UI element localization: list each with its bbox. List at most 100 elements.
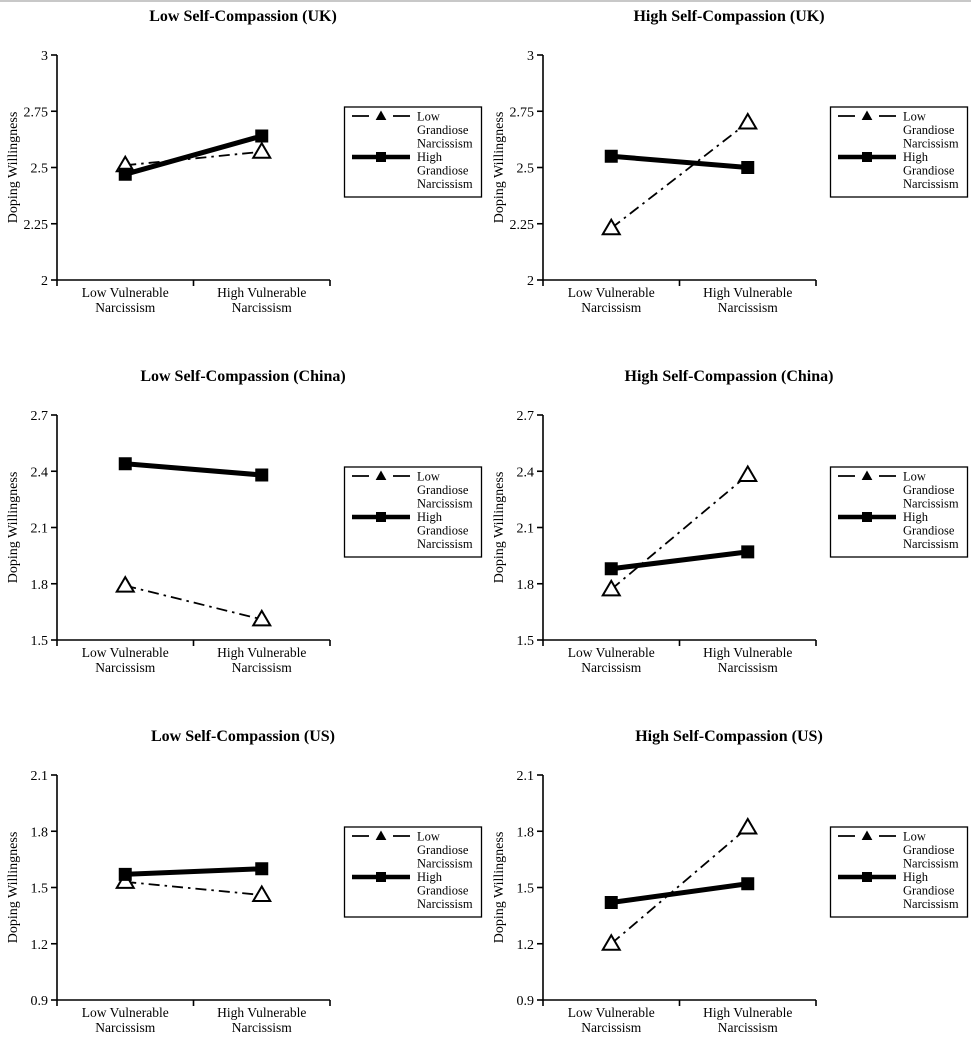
y-tick-label: 1.5: [31, 882, 49, 897]
x-category-label: Narcissism: [718, 660, 778, 675]
chart-title: Low Self-Compassion (UK): [149, 8, 337, 25]
legend-label-high-grandiose: High: [417, 510, 443, 524]
legend-box: [829, 106, 969, 198]
data-line-low-grandiose: [610, 121, 749, 229]
y-tick-label: 2: [527, 274, 534, 289]
legend-label-high-grandiose: Grandiose: [417, 524, 469, 538]
chart-high-self-compassion-us: High Self-Compassion (US) Doping Willingn…: [486, 690, 971, 1039]
data-line-high-grandiose: [125, 866, 262, 877]
legend-label-low-grandiose: Narcissism: [417, 497, 473, 511]
y-tick-label: 2.25: [24, 218, 49, 233]
filled-square-marker: [118, 167, 132, 181]
legend-label-high-grandiose: Narcissism: [903, 537, 959, 551]
legend-label-high-grandiose: Grandiose: [903, 884, 955, 898]
chart-title: Low Self-Compassion (China): [140, 368, 345, 385]
legend-triangle-marker: [861, 830, 873, 840]
y-tick-label: 1.5: [517, 882, 535, 897]
filled-square-marker: [255, 862, 269, 876]
y-tick-label: 1.5: [517, 634, 535, 649]
y-tick-label: 3: [41, 49, 48, 64]
x-category-label: Narcissism: [232, 1020, 292, 1035]
y-axis-label: Doping Willingness: [6, 832, 21, 944]
y-tick-label: 2.1: [31, 769, 49, 784]
legend-label-low-grandiose: Low: [903, 830, 926, 844]
open-triangle-marker: [737, 112, 758, 130]
legend-label-low-grandiose: Grandiose: [903, 483, 955, 497]
x-category-label: High Vulnerable: [217, 285, 306, 300]
filled-square-marker: [604, 562, 618, 576]
open-triangle-marker: [251, 608, 272, 627]
open-triangle-marker: [737, 817, 758, 835]
y-tick-label: 2.1: [517, 522, 535, 537]
y-tick-label: 2.4: [517, 465, 535, 480]
legend-square-marker: [376, 152, 386, 162]
x-category-label: High Vulnerable: [217, 645, 306, 660]
legend-label-high-grandiose: Narcissism: [903, 897, 959, 911]
data-line-high-grandiose: [611, 153, 748, 170]
legend-box: [343, 826, 483, 918]
legend-label-low-grandiose: Grandiose: [903, 843, 955, 857]
legend-label-low-grandiose: Grandiose: [417, 843, 469, 857]
open-triangle-marker: [115, 575, 136, 593]
legend-square-marker: [862, 512, 872, 522]
legend-box: [343, 106, 483, 198]
y-axis-label: Doping Willingness: [6, 112, 21, 224]
chart-svg: High Self-Compassion (UK) Doping Willingn…: [492, 8, 969, 315]
y-tick-label: 1.5: [31, 634, 49, 649]
legend-triangle-marker: [861, 110, 873, 120]
filled-square-marker: [604, 896, 618, 909]
chart-title: High Self-Compassion (UK): [633, 8, 824, 25]
chart-title: Low Self-Compassion (US): [151, 728, 335, 745]
legend-square-marker: [862, 152, 872, 162]
x-category-label: Narcissism: [581, 660, 641, 675]
legend-label-high-grandiose: High: [903, 150, 929, 164]
legend-label-high-grandiose: Grandiose: [417, 884, 469, 898]
chart-svg: Low Self-Compassion (UK) Doping Willingne…: [6, 8, 483, 315]
chart-high-self-compassion-uk: High Self-Compassion (UK) Doping Willingn…: [486, 0, 971, 349]
legend-label-high-grandiose: Narcissism: [417, 537, 473, 551]
x-category-label: Low Vulnerable: [568, 1005, 655, 1020]
chart-low-self-compassion-uk: Low Self-Compassion (UK) Doping Willingne…: [0, 0, 485, 349]
y-tick-label: 2.1: [517, 769, 535, 784]
x-category-label: High Vulnerable: [703, 1005, 792, 1020]
y-tick-label: 0.9: [517, 994, 535, 1009]
x-category-label: High Vulnerable: [217, 1005, 306, 1020]
data-line-low-grandiose: [610, 474, 749, 591]
y-tick-label: 2.75: [24, 105, 49, 120]
legend-square-marker: [376, 512, 386, 522]
y-tick-label: 1.2: [517, 938, 535, 953]
y-tick-label: 0.9: [31, 994, 49, 1009]
y-tick-label: 3: [527, 49, 534, 64]
x-category-label: Narcissism: [95, 660, 155, 675]
x-category-label: Narcissism: [95, 1020, 155, 1035]
y-axis-label: Doping Willingness: [6, 472, 21, 584]
legend-label-high-grandiose: Narcissism: [417, 177, 473, 191]
x-category-label: Narcissism: [95, 300, 155, 315]
y-tick-label: 2.25: [510, 218, 535, 233]
open-triangle-marker: [737, 464, 758, 482]
chart-low-self-compassion-us: Low Self-Compassion (US) Doping Willingne…: [0, 690, 485, 1039]
legend-box: [829, 826, 969, 918]
filled-square-marker: [741, 877, 755, 891]
legend-label-low-grandiose: Low: [417, 830, 440, 844]
y-axis-label: Doping Willingness: [492, 472, 507, 584]
open-triangle-marker: [601, 217, 622, 236]
legend-label-high-grandiose: High: [417, 870, 443, 884]
y-tick-label: 2.1: [31, 522, 49, 537]
legend-label-low-grandiose: Narcissism: [903, 857, 959, 871]
legend-label-low-grandiose: Low: [903, 470, 926, 484]
legend-label-low-grandiose: Narcissism: [903, 137, 959, 151]
filled-square-marker: [118, 867, 132, 881]
x-category-label: Low Vulnerable: [568, 285, 655, 300]
x-category-label: Narcissism: [581, 1020, 641, 1035]
legend-label-high-grandiose: Grandiose: [417, 164, 469, 178]
y-tick-label: 1.8: [517, 825, 535, 840]
scan-edge-artifact: [0, 0, 971, 2]
y-tick-label: 2.5: [517, 162, 535, 177]
legend-label-low-grandiose: Low: [417, 110, 440, 124]
x-category-label: Narcissism: [581, 300, 641, 315]
legend-label-low-grandiose: Narcissism: [417, 857, 473, 871]
y-tick-label: 1.2: [31, 938, 49, 953]
legend-label-high-grandiose: High: [903, 510, 929, 524]
